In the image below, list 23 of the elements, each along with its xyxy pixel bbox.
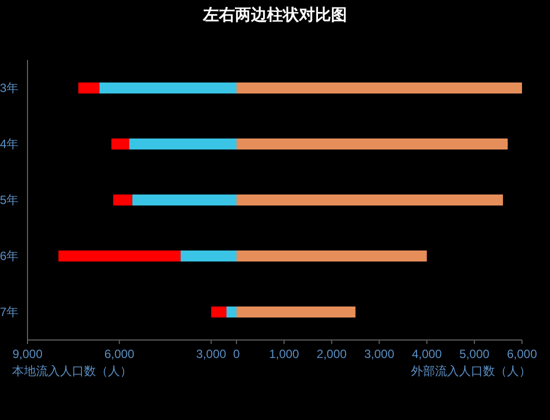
x-axis-title: 外部流入人口数（人） <box>411 364 531 378</box>
x-tick-label: 3,000 <box>196 347 227 361</box>
x-tick-label: 6,000 <box>506 347 538 361</box>
y-tick-label: 6年 <box>0 249 18 263</box>
bar <box>111 138 130 150</box>
bar <box>58 250 181 262</box>
x-tick-label: 2,000 <box>316 347 348 361</box>
bar <box>211 306 226 318</box>
x-tick-label: 1,000 <box>269 347 300 361</box>
x-tick-label: 9,000 <box>12 347 43 361</box>
y-tick-label: 4年 <box>0 137 18 151</box>
x-tick-label: 4,000 <box>412 347 442 361</box>
x-axis-title: 本地流入人口数（人） <box>12 364 132 378</box>
y-tick-label: 5年 <box>0 193 18 207</box>
y-tick-label: 7年 <box>0 305 18 319</box>
x-tick-label: 6,000 <box>104 347 135 361</box>
y-tick-label: 3年 <box>0 81 18 95</box>
x-tick-label: 0 <box>233 347 240 361</box>
bar <box>113 194 132 206</box>
x-tick-label: 5,000 <box>459 347 490 361</box>
x-tick-label: 3,000 <box>364 347 395 361</box>
chart-title: 左右两边柱状对比图 <box>202 6 347 24</box>
bar <box>78 82 100 94</box>
